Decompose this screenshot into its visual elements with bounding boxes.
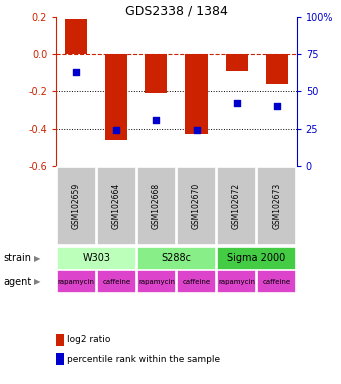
Text: S288c: S288c: [162, 253, 191, 263]
Bar: [97, 270, 136, 293]
Bar: [225, 55, 248, 71]
Bar: [137, 270, 176, 293]
Bar: [65, 19, 87, 55]
Bar: [57, 270, 96, 293]
Bar: [97, 167, 136, 245]
Bar: [217, 270, 256, 293]
Text: rapamycin: rapamycin: [218, 279, 255, 285]
Bar: [177, 167, 216, 245]
Text: percentile rank within the sample: percentile rank within the sample: [67, 354, 220, 364]
Text: strain: strain: [3, 253, 31, 263]
Bar: [145, 55, 167, 93]
Bar: [257, 167, 296, 245]
Bar: [217, 167, 256, 245]
Bar: [217, 247, 296, 270]
Point: [74, 69, 79, 75]
Text: agent: agent: [3, 277, 32, 287]
Bar: [186, 55, 208, 134]
Bar: [105, 55, 128, 140]
Text: ▶: ▶: [34, 254, 41, 263]
Bar: [57, 247, 136, 270]
Text: GSM102673: GSM102673: [272, 183, 281, 229]
Point: [194, 127, 199, 133]
Title: GDS2338 / 1384: GDS2338 / 1384: [125, 4, 228, 17]
Text: rapamycin: rapamycin: [138, 279, 175, 285]
Text: GSM102664: GSM102664: [112, 183, 121, 229]
Text: GSM102668: GSM102668: [152, 183, 161, 229]
Bar: [257, 270, 296, 293]
Bar: [177, 270, 216, 293]
Point: [114, 127, 119, 133]
Text: caffeine: caffeine: [263, 279, 291, 285]
Text: GSM102659: GSM102659: [72, 183, 81, 229]
Bar: [57, 167, 96, 245]
Text: ▶: ▶: [34, 277, 41, 286]
Text: caffeine: caffeine: [182, 279, 210, 285]
Text: log2 ratio: log2 ratio: [67, 335, 110, 344]
Text: GSM102670: GSM102670: [192, 183, 201, 229]
Text: caffeine: caffeine: [102, 279, 130, 285]
Bar: [137, 247, 216, 270]
Text: W303: W303: [82, 253, 110, 263]
Text: GSM102672: GSM102672: [232, 183, 241, 229]
Text: rapamycin: rapamycin: [58, 279, 95, 285]
Bar: [266, 55, 288, 84]
Bar: [137, 167, 176, 245]
Point: [234, 100, 239, 106]
Text: Sigma 2000: Sigma 2000: [227, 253, 286, 263]
Point: [154, 117, 159, 123]
Point: [274, 103, 279, 109]
